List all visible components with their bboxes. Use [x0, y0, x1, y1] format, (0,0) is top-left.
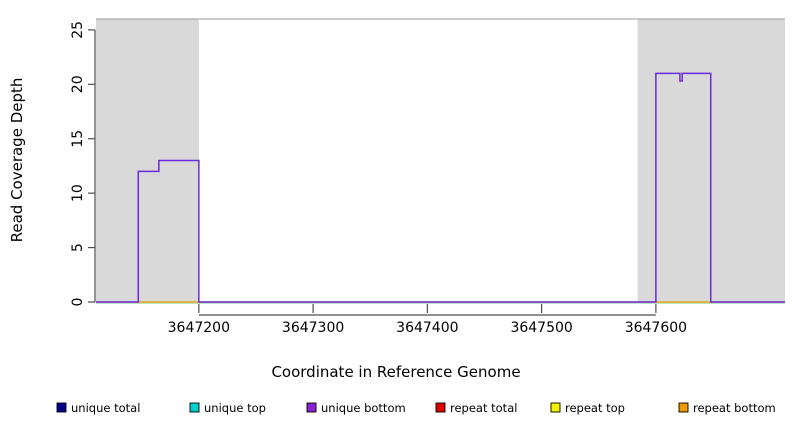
y-tick-label: 15	[70, 130, 86, 148]
y-axis-group: 0 5 10 15 20 25 Read Coverage Depth	[8, 21, 96, 306]
legend-swatch-unique-top[interactable]	[189, 402, 200, 413]
chart-legend: unique total unique top unique bottom repea…	[56, 401, 776, 415]
legend-label-unique-bottom: unique bottom	[321, 401, 406, 415]
y-tick-label: 10	[70, 184, 86, 202]
data-series-group	[96, 72, 785, 303]
x-axis-title: Coordinate in Reference Genome	[271, 363, 520, 381]
y-tick-label: 0	[70, 298, 86, 307]
legend-label-repeat-bottom: repeat bottom	[693, 401, 776, 415]
y-axis-ticks: 0 5 10 15 20 25	[70, 21, 95, 306]
x-tick-label: 3647600	[625, 320, 687, 336]
y-tick-label: 20	[70, 75, 86, 93]
legend-swatch-repeat-top[interactable]	[550, 402, 561, 413]
y-axis-title: Read Coverage Depth	[8, 78, 26, 243]
y-tick-label: 25	[70, 21, 86, 39]
x-tick-label: 3647200	[168, 320, 230, 336]
legend-swatch-repeat-bottom[interactable]	[678, 402, 689, 413]
legend-label-unique-total: unique total	[71, 401, 140, 415]
series-line-unique-bottom	[96, 72, 785, 303]
legend-swatch-unique-total[interactable]	[56, 402, 67, 413]
x-axis-group: 3647200 3647300 3647400 3647500 3647600 Coor…	[168, 304, 687, 381]
x-axis-ticks: 3647200 3647300 3647400 3647500 3647600	[168, 304, 687, 336]
x-tick-label: 3647400	[396, 320, 458, 336]
legend-label-unique-top: unique top	[204, 401, 266, 415]
x-tick-label: 3647300	[282, 320, 344, 336]
x-tick-label: 3647500	[510, 320, 572, 336]
legend-swatch-repeat-total[interactable]	[435, 402, 446, 413]
legend-label-repeat-total: repeat total	[450, 401, 517, 415]
legend-swatch-unique-bottom[interactable]	[306, 402, 317, 413]
y-tick-label: 5	[70, 243, 86, 252]
legend-label-repeat-top: repeat top	[565, 401, 625, 415]
